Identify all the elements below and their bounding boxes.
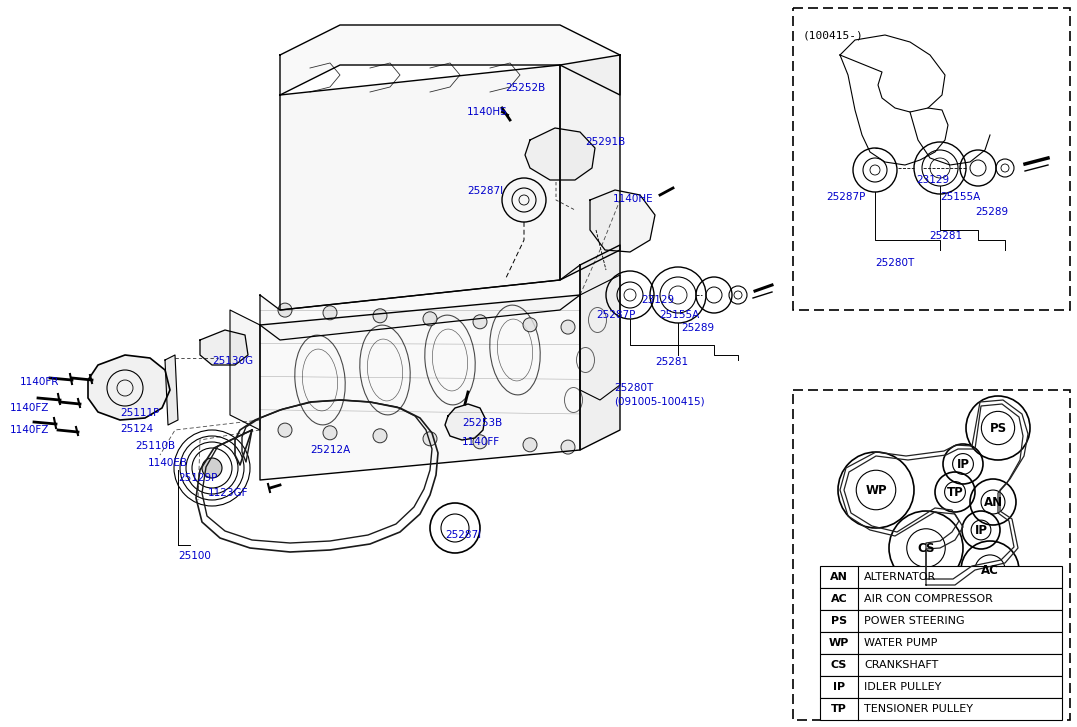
Text: 1140FF: 1140FF	[462, 437, 500, 447]
Text: TP: TP	[831, 704, 847, 714]
Bar	[820, 566, 1062, 588]
Text: PS: PS	[990, 422, 1007, 435]
Text: 25110B: 25110B	[135, 441, 176, 451]
Bar	[820, 588, 1062, 610]
Text: 25281: 25281	[655, 357, 688, 367]
Text: WP: WP	[829, 638, 849, 648]
Polygon shape	[88, 355, 170, 420]
Text: 25111P: 25111P	[120, 408, 159, 418]
Text: WP: WP	[865, 483, 886, 497]
Text: AC: AC	[830, 594, 848, 604]
Circle shape	[202, 458, 222, 478]
Text: 25281: 25281	[929, 231, 962, 241]
Polygon shape	[590, 190, 655, 252]
Text: 25287I: 25287I	[445, 530, 481, 540]
Polygon shape	[445, 404, 485, 440]
Text: AN: AN	[830, 572, 848, 582]
Circle shape	[473, 435, 487, 449]
Circle shape	[473, 315, 487, 329]
Text: 25287P: 25287P	[826, 192, 866, 202]
Text: CRANKSHAFT: CRANKSHAFT	[864, 660, 938, 670]
Circle shape	[523, 438, 537, 451]
Text: IP: IP	[956, 457, 969, 470]
Bar	[820, 698, 1062, 720]
Polygon shape	[200, 330, 248, 365]
Text: 1140FZ: 1140FZ	[10, 425, 50, 435]
Text: 25280T: 25280T	[614, 383, 654, 393]
Text: 25130G: 25130G	[212, 356, 253, 366]
Text: 25287P: 25287P	[596, 310, 635, 320]
Text: 25252B: 25252B	[505, 83, 545, 93]
Text: 1140FZ: 1140FZ	[10, 403, 50, 413]
Polygon shape	[260, 295, 581, 480]
Circle shape	[561, 320, 575, 334]
Text: 25280T: 25280T	[875, 258, 914, 268]
Circle shape	[373, 429, 387, 443]
Polygon shape	[165, 355, 178, 425]
Text: (091005-100415): (091005-100415)	[614, 397, 704, 407]
Text: IP: IP	[833, 682, 845, 692]
Text: ALTERNATOR: ALTERNATOR	[864, 572, 936, 582]
Bar	[820, 654, 1062, 676]
Text: 23129: 23129	[917, 175, 949, 185]
Circle shape	[373, 309, 387, 323]
Text: 25291B: 25291B	[585, 137, 626, 147]
Text: AIR CON COMPRESSOR: AIR CON COMPRESSOR	[864, 594, 993, 604]
Text: PS: PS	[831, 616, 848, 626]
Text: 1140EB: 1140EB	[148, 458, 188, 468]
Text: 25100: 25100	[178, 551, 211, 561]
Polygon shape	[581, 245, 620, 450]
Circle shape	[323, 306, 337, 320]
Polygon shape	[260, 265, 581, 340]
Circle shape	[423, 312, 437, 326]
Text: 25287I: 25287I	[467, 186, 503, 196]
Text: AN: AN	[983, 496, 1003, 508]
Circle shape	[278, 423, 292, 437]
Bar	[793, 8, 1071, 310]
Text: 23129: 23129	[641, 295, 674, 305]
Text: 25155A: 25155A	[940, 192, 980, 202]
Polygon shape	[524, 128, 595, 180]
Text: 25289: 25289	[975, 207, 1008, 217]
Circle shape	[423, 432, 437, 446]
Text: CS: CS	[918, 542, 935, 555]
Polygon shape	[280, 65, 560, 310]
Text: 25289: 25289	[681, 323, 714, 333]
Text: WATER PUMP: WATER PUMP	[864, 638, 937, 648]
Text: 25212A: 25212A	[310, 445, 350, 455]
Text: 1140FR: 1140FR	[20, 377, 59, 387]
Text: 1123GF: 1123GF	[208, 488, 249, 498]
Polygon shape	[280, 25, 620, 95]
Text: TENSIONER PULLEY: TENSIONER PULLEY	[864, 704, 973, 714]
Text: IDLER PULLEY: IDLER PULLEY	[864, 682, 941, 692]
Circle shape	[278, 303, 292, 317]
Circle shape	[561, 440, 575, 454]
Text: (100415-): (100415-)	[803, 30, 864, 40]
Polygon shape	[560, 55, 620, 280]
Text: 25124: 25124	[120, 424, 153, 434]
Text: 25253B: 25253B	[462, 418, 502, 428]
Text: AC: AC	[981, 563, 999, 577]
Text: 1140HS: 1140HS	[467, 107, 507, 117]
Text: 1140HE: 1140HE	[613, 194, 654, 204]
Text: CS: CS	[830, 660, 848, 670]
Bar	[820, 632, 1062, 654]
Text: 25129P: 25129P	[178, 473, 218, 483]
Circle shape	[523, 318, 537, 332]
Circle shape	[323, 426, 337, 440]
Bar	[793, 390, 1071, 720]
Bar	[820, 610, 1062, 632]
Text: POWER STEERING: POWER STEERING	[864, 616, 965, 626]
Bar	[820, 676, 1062, 698]
Text: 25155A: 25155A	[659, 310, 699, 320]
Text: IP: IP	[975, 523, 988, 537]
Text: TP: TP	[947, 486, 963, 499]
Polygon shape	[230, 310, 260, 430]
